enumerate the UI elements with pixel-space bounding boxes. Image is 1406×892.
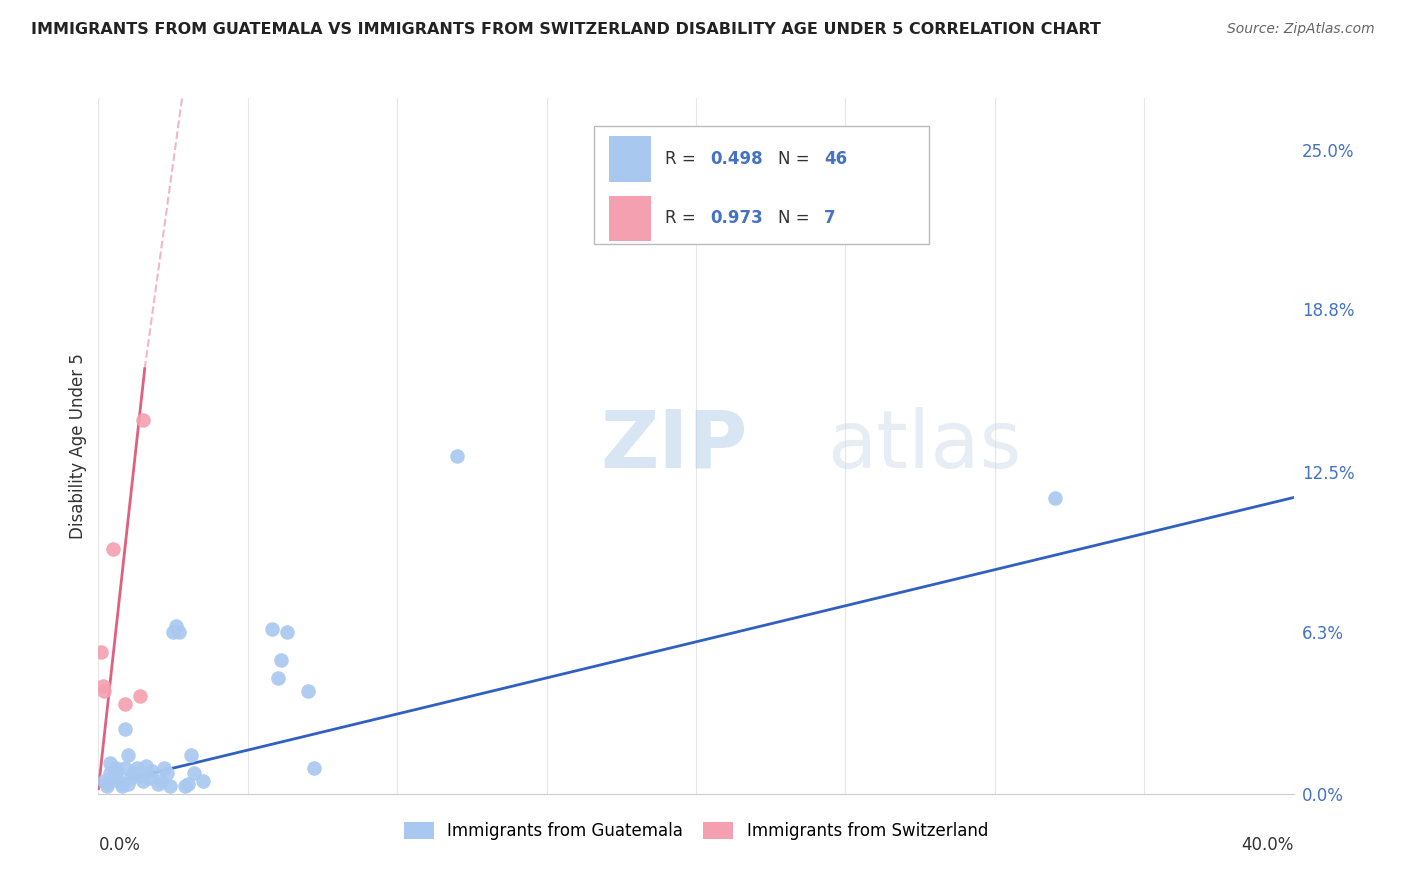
Point xyxy=(105,764,128,778)
Text: N =: N = xyxy=(779,150,815,168)
Point xyxy=(267,671,290,685)
Point xyxy=(1043,491,1066,505)
Text: 46: 46 xyxy=(824,150,846,168)
Text: R =: R = xyxy=(665,150,702,168)
Point xyxy=(138,772,160,786)
Point xyxy=(165,619,187,633)
Point xyxy=(90,645,112,659)
Text: atlas: atlas xyxy=(827,407,1022,485)
Point xyxy=(103,542,125,557)
Point xyxy=(132,774,155,789)
Point xyxy=(129,769,152,783)
Point xyxy=(156,766,179,780)
Point xyxy=(98,766,122,780)
Point xyxy=(302,761,325,775)
Point xyxy=(129,689,152,703)
Point xyxy=(93,683,115,698)
Bar xyxy=(609,195,651,241)
Text: 0.0%: 0.0% xyxy=(98,836,141,854)
Text: 7: 7 xyxy=(824,210,835,227)
Y-axis label: Disability Age Under 5: Disability Age Under 5 xyxy=(69,353,87,539)
Point xyxy=(135,758,157,772)
Point xyxy=(103,769,125,783)
Point xyxy=(105,761,128,775)
Point xyxy=(174,779,197,793)
Legend: Immigrants from Guatemala, Immigrants from Switzerland: Immigrants from Guatemala, Immigrants fr… xyxy=(395,814,997,848)
Point xyxy=(96,779,118,793)
Point xyxy=(127,761,149,775)
Point xyxy=(191,774,214,789)
Point xyxy=(91,679,114,693)
Point xyxy=(745,207,768,221)
Point xyxy=(117,776,139,790)
Point xyxy=(98,756,122,770)
Text: R =: R = xyxy=(665,210,702,227)
Text: N =: N = xyxy=(779,210,821,227)
Point xyxy=(180,748,202,763)
Text: IMMIGRANTS FROM GUATEMALA VS IMMIGRANTS FROM SWITZERLAND DISABILITY AGE UNDER 5 : IMMIGRANTS FROM GUATEMALA VS IMMIGRANTS … xyxy=(31,22,1101,37)
Point xyxy=(150,774,173,789)
Bar xyxy=(609,136,651,182)
Point xyxy=(177,776,200,790)
Point xyxy=(114,761,136,775)
Point xyxy=(103,772,125,786)
Point xyxy=(111,776,134,790)
Point xyxy=(260,622,283,636)
Point xyxy=(159,779,181,793)
Point xyxy=(114,697,136,711)
Point xyxy=(108,774,131,789)
Point xyxy=(270,653,292,667)
Text: ZIP: ZIP xyxy=(600,407,748,485)
Point xyxy=(132,413,155,427)
Text: 0.498: 0.498 xyxy=(710,150,763,168)
Point xyxy=(162,624,184,639)
Point xyxy=(120,772,142,786)
Text: 0.973: 0.973 xyxy=(710,210,763,227)
Point xyxy=(96,776,118,790)
Point xyxy=(183,766,205,780)
Point xyxy=(276,624,298,639)
Text: 40.0%: 40.0% xyxy=(1241,836,1294,854)
Text: Source: ZipAtlas.com: Source: ZipAtlas.com xyxy=(1227,22,1375,37)
Point xyxy=(446,450,468,464)
Point xyxy=(117,748,139,763)
Bar xyxy=(595,126,929,244)
Point xyxy=(111,779,134,793)
Point xyxy=(167,624,190,639)
Point xyxy=(124,766,146,780)
Point xyxy=(114,723,136,737)
Point xyxy=(148,776,170,790)
Point xyxy=(93,774,115,789)
Point xyxy=(141,764,163,778)
Point xyxy=(297,683,319,698)
Point xyxy=(153,761,176,775)
